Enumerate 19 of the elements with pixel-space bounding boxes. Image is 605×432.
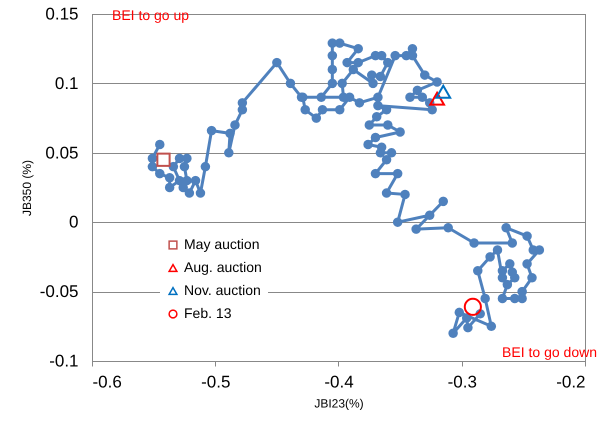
legend-label: Aug. auction bbox=[184, 259, 262, 275]
x-tick-label: -0.6 bbox=[92, 372, 122, 392]
y-tick-label: 0.05 bbox=[45, 143, 78, 162]
y-tick-label: 0.15 bbox=[45, 4, 78, 24]
x-tick-label: -0.2 bbox=[556, 372, 586, 392]
y-tick-label: -0.05 bbox=[40, 282, 78, 302]
y-tick-label: 0 bbox=[69, 212, 78, 232]
x-tick-label: -0.3 bbox=[448, 372, 477, 392]
x-axis-title: JBI23(%) bbox=[314, 396, 364, 410]
legend-label: Nov. auction bbox=[184, 282, 261, 298]
y-tick-label: 0.1 bbox=[54, 74, 78, 93]
legend-label: May auction bbox=[184, 236, 260, 252]
y-axis-title: JB350 (%) bbox=[20, 160, 34, 216]
annotation: BEI to go up bbox=[112, 7, 190, 23]
annotation: BEI to go down bbox=[502, 344, 597, 360]
legend-label: Feb. 13 bbox=[184, 305, 232, 321]
x-tick-label: -0.5 bbox=[201, 372, 230, 392]
x-tick-label: -0.4 bbox=[324, 372, 354, 392]
y-tick-label: -0.1 bbox=[49, 352, 78, 370]
